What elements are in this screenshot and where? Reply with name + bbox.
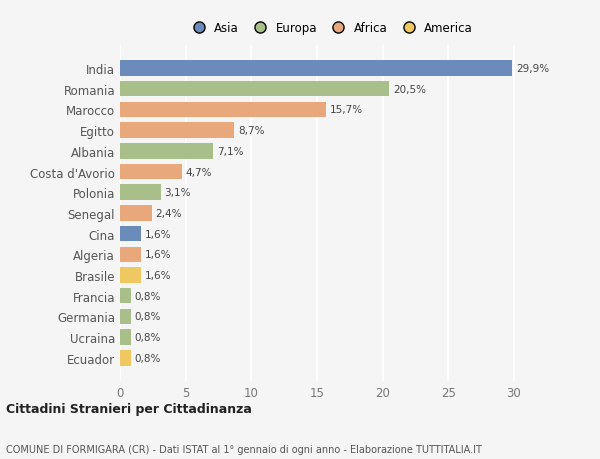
Bar [120, 102, 326, 118]
Bar [120, 123, 234, 139]
Text: COMUNE DI FORMIGARA (CR) - Dati ISTAT al 1° gennaio di ogni anno - Elaborazione : COMUNE DI FORMIGARA (CR) - Dati ISTAT al… [6, 444, 482, 454]
Bar [120, 206, 151, 221]
Bar [120, 288, 131, 304]
Text: 8,7%: 8,7% [238, 126, 265, 136]
Text: 15,7%: 15,7% [330, 105, 363, 115]
Text: 1,6%: 1,6% [145, 250, 172, 260]
Text: Cittadini Stranieri per Cittadinanza: Cittadini Stranieri per Cittadinanza [6, 403, 252, 415]
Bar [120, 185, 161, 201]
Text: 2,4%: 2,4% [155, 208, 182, 218]
Text: 20,5%: 20,5% [393, 84, 426, 95]
Bar [120, 144, 213, 159]
Text: 29,9%: 29,9% [517, 64, 550, 74]
Text: 0,8%: 0,8% [134, 291, 161, 301]
Bar [120, 268, 141, 283]
Text: 7,1%: 7,1% [217, 146, 244, 157]
Text: 0,8%: 0,8% [134, 353, 161, 363]
Bar [120, 226, 141, 242]
Bar [120, 330, 131, 345]
Bar [120, 164, 182, 180]
Text: 1,6%: 1,6% [145, 229, 172, 239]
Legend: Asia, Europa, Africa, America: Asia, Europa, Africa, America [184, 18, 476, 38]
Bar [120, 61, 512, 77]
Text: 0,8%: 0,8% [134, 332, 161, 342]
Text: 0,8%: 0,8% [134, 312, 161, 322]
Bar [120, 82, 389, 97]
Text: 4,7%: 4,7% [185, 167, 212, 177]
Text: 3,1%: 3,1% [164, 188, 191, 198]
Bar [120, 350, 131, 366]
Text: 1,6%: 1,6% [145, 270, 172, 280]
Bar [120, 309, 131, 325]
Bar [120, 247, 141, 263]
